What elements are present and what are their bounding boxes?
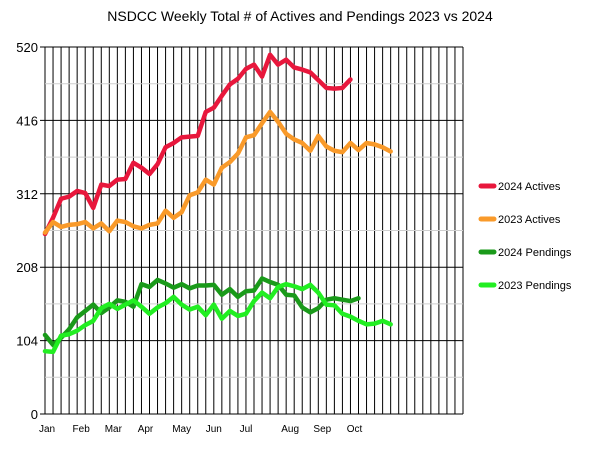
legend-label: 2024 Pendings: [498, 247, 572, 259]
series-line-2023-actives: [42, 109, 393, 235]
series-line-2024-pendings: [42, 276, 361, 348]
chart-title: NSDCC Weekly Total # of Actives and Pend…: [107, 8, 493, 24]
x-tick-label: Jul: [240, 424, 253, 435]
y-axis-ticks: 0 104 208 312 416 520: [16, 40, 38, 422]
legend: 2024 Actives 2023 Actives 2024 Pendings 202…: [478, 181, 572, 292]
x-tick-label: Apr: [138, 424, 154, 435]
x-tick-label: May: [172, 424, 191, 435]
y-tick-label: 312: [16, 187, 38, 202]
legend-label: 2023 Actives: [498, 214, 561, 226]
x-tick-label: Oct: [347, 424, 363, 435]
y-tick-label: 208: [16, 260, 38, 275]
series-lines: [42, 52, 393, 355]
series-line-2024-actives: [42, 52, 353, 237]
series-line-2023-pendings: [42, 281, 393, 355]
y-tick-label: 520: [16, 40, 38, 55]
y-tick-label: 104: [16, 334, 38, 349]
x-tick-label: Jan: [39, 424, 55, 435]
x-axis-ticks: Jan Feb Mar Apr May Jun Jul Aug Sep Oct: [39, 424, 362, 435]
y-tick-label: 0: [31, 407, 38, 422]
legend-label: 2024 Actives: [498, 181, 561, 193]
x-tick-label: Sep: [313, 424, 331, 435]
x-tick-label: Aug: [281, 424, 299, 435]
x-tick-label: Feb: [73, 424, 91, 435]
y-tick-label: 416: [16, 113, 38, 128]
legend-label: 2023 Pendings: [498, 280, 572, 292]
x-tick-label: Jun: [206, 424, 222, 435]
x-tick-label: Mar: [105, 424, 123, 435]
